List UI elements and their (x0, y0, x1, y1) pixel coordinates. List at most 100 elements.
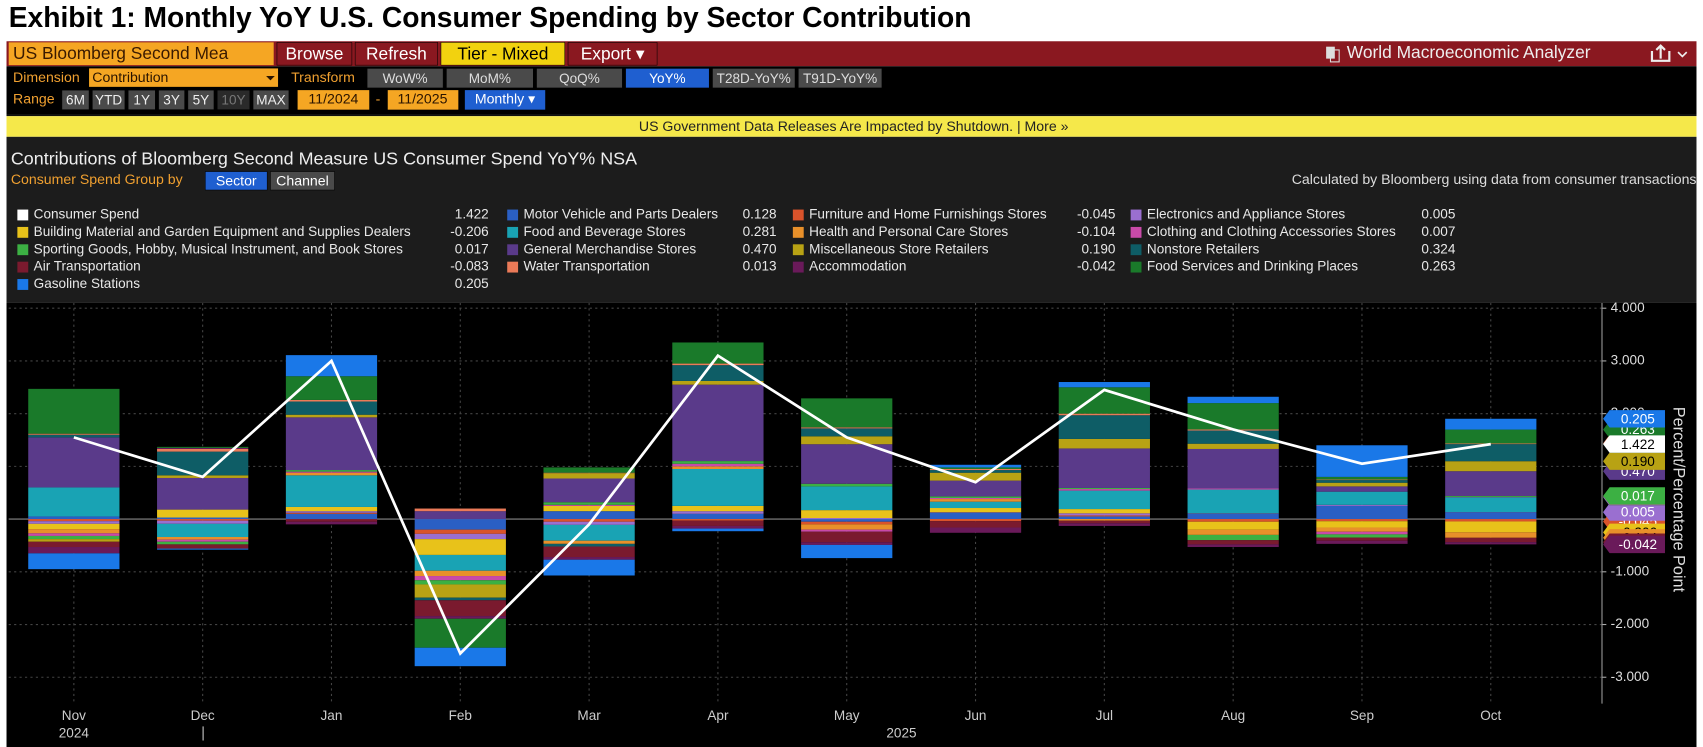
bar-segment (801, 428, 893, 437)
legend-label: Nonstore Retailers (1147, 241, 1260, 256)
axis-tag (1603, 435, 1665, 453)
app-icon (1326, 46, 1340, 63)
end-box[interactable] (387, 90, 459, 110)
toolbar-button-bg[interactable] (440, 42, 566, 66)
frequency[interactable]: Monthly ▾ (475, 91, 535, 107)
range-button[interactable]: 3Y (163, 93, 180, 108)
toolbar-button-bg[interactable] (276, 42, 353, 66)
bar-segment (414, 600, 506, 617)
bar-segment (1187, 519, 1279, 522)
bar-segment (672, 528, 764, 532)
dimension-value[interactable]: Contribution (92, 69, 168, 85)
toolbar-button-bg[interactable] (567, 42, 658, 66)
bar-segment (414, 533, 506, 540)
range-button-bg[interactable] (127, 89, 156, 110)
bar-segment (672, 505, 764, 512)
bar-segment (1316, 491, 1408, 505)
bar-segment (1187, 540, 1279, 545)
start-date[interactable]: 11/2024 (308, 91, 358, 107)
bar-segment (157, 448, 249, 452)
toolbar-button[interactable]: Tier - Mixed (457, 43, 548, 63)
range-button-bg[interactable] (252, 89, 290, 110)
end-date[interactable]: 11/2025 (398, 91, 448, 107)
range-button[interactable]: 10Y (221, 93, 245, 108)
transform-button-bg[interactable] (712, 68, 796, 89)
transform-button-bg[interactable] (446, 68, 534, 89)
bar-segment (929, 527, 1022, 533)
legend-swatch (792, 244, 804, 256)
share-icon[interactable] (1650, 44, 1688, 62)
security[interactable]: US Bloomberg Second Mea (13, 43, 229, 63)
range-button-bg[interactable] (61, 89, 90, 110)
transform-button-bg[interactable] (625, 68, 710, 89)
axis-tag-label: -0.042 (1619, 537, 1657, 552)
banner[interactable]: US Government Data Releases Are Impacted… (639, 118, 1069, 134)
bar-segment (285, 475, 378, 507)
transform-button[interactable]: MoM% (469, 71, 511, 86)
x-tick-label: Jul (1096, 708, 1113, 723)
bar-segment (285, 399, 378, 402)
bar-segment (801, 521, 893, 525)
group-option-bg[interactable] (270, 171, 335, 191)
range-button-bg[interactable] (216, 89, 251, 110)
group-option[interactable]: Sector (216, 173, 257, 189)
transform-button-bg[interactable] (798, 68, 883, 89)
axis-tag-label: 0.190 (1621, 454, 1655, 469)
axis-tag (1603, 410, 1665, 428)
transform-button[interactable]: QoQ% (559, 71, 600, 86)
range-button-bg[interactable] (158, 89, 185, 110)
bar-segment (1316, 504, 1408, 506)
bar-segment (1058, 438, 1150, 449)
bar-segment (1187, 443, 1279, 449)
bar-segment (285, 471, 378, 473)
legend-swatch (792, 209, 804, 221)
legend-label: Food Services and Drinking Places (1147, 259, 1358, 274)
transform-button[interactable]: T28D-YoY% (717, 71, 791, 86)
exhibit-title: Exhibit 1: Monthly YoY U.S. Consumer Spe… (9, 1, 972, 33)
group-option[interactable]: Channel (276, 173, 329, 189)
line-series (73, 353, 1491, 656)
bar-segment (929, 496, 1022, 498)
app-name: World Macroeconomic Analyzer (1347, 42, 1591, 62)
bar-segment (801, 531, 893, 543)
bar-segment (929, 469, 1022, 471)
bar-segment (285, 521, 378, 525)
transform-button[interactable]: T91D-YoY% (803, 71, 877, 86)
transform-button[interactable]: WoW% (383, 71, 428, 86)
bar-segment (28, 523, 120, 530)
security-bg[interactable] (8, 42, 274, 66)
range-button-bg[interactable] (92, 89, 126, 110)
bar-segment (929, 512, 1022, 513)
group-option-bg[interactable] (205, 171, 268, 191)
toolbar-button[interactable]: Export ▾ (581, 43, 645, 63)
bar-segment (1445, 521, 1537, 533)
start-box[interactable] (297, 90, 370, 110)
transform-button-bg[interactable] (536, 68, 623, 89)
frequency-box[interactable] (464, 90, 546, 110)
toolbar-button[interactable]: Browse (285, 43, 343, 63)
bar-segment (672, 513, 764, 520)
range-button[interactable]: 1Y (133, 93, 150, 108)
bar-segment (28, 535, 120, 540)
bar-segment (801, 529, 893, 532)
range-button-bg[interactable] (187, 89, 215, 110)
toolbar-button-bg[interactable] (354, 42, 438, 66)
bar-segment (929, 501, 1022, 509)
bar-segment (414, 519, 506, 530)
range-button[interactable]: 6M (66, 93, 85, 108)
bar-segment (1058, 520, 1150, 524)
range-button[interactable]: YTD (95, 93, 122, 108)
legend-label: Electronics and Appliance Stores (1147, 207, 1346, 222)
bar-segment (1187, 534, 1279, 541)
dimension-dropdown[interactable] (89, 68, 279, 87)
bar-segment (414, 584, 506, 598)
range-button[interactable]: 5Y (193, 93, 210, 108)
bar-segment (1058, 516, 1150, 520)
transform-button[interactable]: YoY% (649, 71, 685, 86)
transform-button-bg[interactable] (366, 68, 444, 89)
x-tick-label: Oct (1480, 708, 1501, 723)
bar-segment (801, 519, 893, 522)
toolbar-button[interactable]: Refresh (366, 43, 427, 63)
legend-value: 0.128 (743, 207, 777, 222)
range-button[interactable]: MAX (256, 93, 285, 108)
